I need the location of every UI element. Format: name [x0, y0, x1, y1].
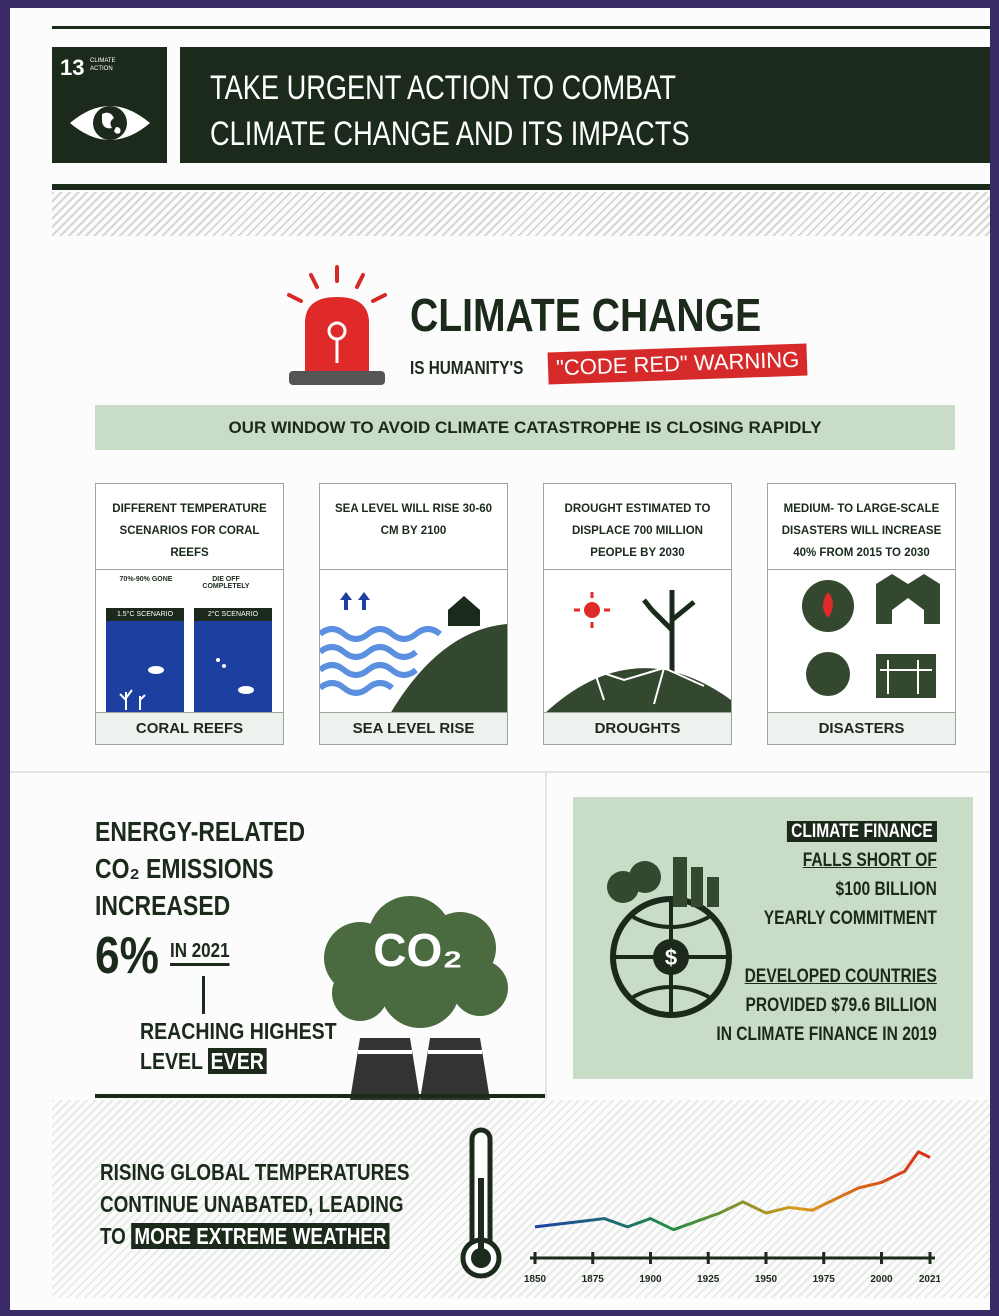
title-box: TAKE URGENT ACTION TO COMBAT CLIMATE CHAN…	[180, 47, 990, 163]
rule	[52, 184, 990, 190]
card: SEA LEVEL WILL RISE 30-60 CM BY 2100 SEA…	[319, 483, 508, 745]
x-tick-label: 1925	[697, 1274, 720, 1285]
x-tick-label: 2000	[870, 1274, 893, 1285]
emissions-line: CO₂ EMISSIONS	[95, 853, 274, 884]
infographic: 13 CLIMATE ACTION TAKE URGENT ACTION TO C…	[10, 8, 990, 1310]
note-highlight: EVER	[208, 1048, 266, 1074]
scenario-label: 2°C SCENARIO	[194, 608, 272, 621]
card-image	[768, 569, 955, 714]
temperature-text: RISING GLOBAL TEMPERATURES CONTINUE UNABA…	[100, 1156, 409, 1252]
temperature-line: TO	[100, 1223, 126, 1249]
svg-text:$: $	[665, 945, 677, 970]
card-description: DROUGHT ESTIMATED TO DISPLACE 700 MILLIO…	[550, 498, 725, 564]
card-label: SEA LEVEL RISE	[320, 712, 507, 744]
cloud-label: CO₂	[373, 924, 462, 976]
x-tick-label: 1875	[582, 1274, 605, 1285]
drought-icon	[544, 570, 731, 714]
scenario-outcome: 70%-90% GONE	[116, 576, 176, 583]
siren-icon	[275, 263, 400, 393]
stripe	[52, 192, 990, 236]
finance-line: $100 BILLION	[836, 879, 937, 900]
temperature-line: RISING GLOBAL TEMPERATURES	[100, 1159, 409, 1185]
goal-number: 13	[60, 55, 84, 81]
x-tick-label: 1975	[813, 1274, 836, 1285]
card-image	[544, 569, 731, 714]
temperature-line: CONTINUE UNABATED, LEADING	[100, 1191, 404, 1217]
emissions-figure: 6%	[95, 926, 159, 986]
card: MEDIUM- TO LARGE-SCALE DISASTERS WILL IN…	[767, 483, 956, 745]
goal-label-line: ACTION	[90, 66, 113, 72]
reef-icons	[106, 630, 276, 710]
disaster-icons	[768, 570, 955, 714]
scenario-label: 1.5°C SCENARIO	[106, 608, 184, 621]
top-rule	[52, 26, 990, 29]
card: DROUGHT ESTIMATED TO DISPLACE 700 MILLIO…	[543, 483, 732, 745]
card: DIFFERENT TEMPERATURE SCENARIOS FOR CORA…	[95, 483, 284, 745]
eye-icon	[66, 97, 154, 149]
card-label: CORAL REEFS	[96, 712, 283, 744]
goal-label-line: CLIMATE	[90, 58, 116, 64]
emissions-text: ENERGY-RELATED CO₂ EMISSIONS INCREASED	[95, 813, 305, 924]
finance-line: YEARLY COMMITMENT	[764, 908, 937, 929]
title-line: TAKE URGENT ACTION TO COMBAT	[210, 69, 676, 107]
x-tick-label: 1950	[755, 1274, 778, 1285]
co2-icon: CO₂	[310, 888, 520, 1100]
headline-title: CLIMATE CHANGE	[410, 288, 761, 342]
finance-text: CLIMATE FINANCE FALLS SHORT OF $100 BILL…	[717, 817, 937, 1049]
banner: OUR WINDOW TO AVOID CLIMATE CATASTROPHE …	[95, 405, 955, 450]
card-description: MEDIUM- TO LARGE-SCALE DISASTERS WILL IN…	[774, 498, 949, 564]
emissions-line: INCREASED	[95, 890, 230, 921]
temperature-line	[535, 1152, 930, 1230]
note-line: REACHING HIGHEST	[140, 1018, 337, 1044]
emissions-note: REACHING HIGHEST LEVEL EVER	[140, 1016, 337, 1076]
header-title: TAKE URGENT ACTION TO COMBAT CLIMATE CHAN…	[210, 65, 690, 157]
temperature-chart: 1850 1875 1900 1925 1950 1975 2000 2021	[440, 1118, 940, 1298]
scenario-outcome: DIE OFF COMPLETELY	[196, 576, 256, 590]
x-tick-label: 2021	[919, 1274, 940, 1285]
emissions-line: ENERGY-RELATED	[95, 816, 305, 847]
x-tick-label: 1900	[639, 1274, 662, 1285]
finance-line: IN CLIMATE FINANCE IN 2019	[717, 1024, 937, 1045]
goal-box: 13 CLIMATE ACTION	[52, 47, 167, 163]
note-line: LEVEL	[140, 1048, 203, 1074]
x-tick-label: 1850	[524, 1274, 547, 1285]
rule	[95, 1094, 545, 1098]
card-label: DROUGHTS	[544, 712, 731, 744]
connector	[202, 976, 205, 1014]
card-description: DIFFERENT TEMPERATURE SCENARIOS FOR CORA…	[102, 498, 277, 564]
finance-line: PROVIDED $79.6 BILLION	[746, 995, 937, 1016]
divider	[10, 771, 990, 773]
finance-box: $ CLIMATE FINANCE FALLS SHORT OF $100 BI…	[573, 797, 973, 1079]
finance-line: DEVELOPED COUNTRIES	[745, 966, 937, 987]
temperature-highlight: MORE EXTREME WEATHER	[131, 1223, 390, 1249]
card-description: SEA LEVEL WILL RISE 30-60 CM BY 2100	[326, 498, 501, 542]
finance-line: FALLS SHORT OF	[803, 850, 937, 871]
card-label: DISASTERS	[768, 712, 955, 744]
card-image	[320, 569, 507, 714]
divider	[545, 773, 547, 1099]
goal-label: CLIMATE ACTION	[90, 57, 116, 73]
finance-tag: CLIMATE FINANCE	[787, 821, 937, 842]
page: 13 CLIMATE ACTION TAKE URGENT ACTION TO C…	[0, 0, 999, 1316]
card-image: 70%-90% GONE DIE OFF COMPLETELY 1.5°C SC…	[96, 569, 283, 714]
headline-subtitle: IS HUMANITY'S	[410, 358, 523, 379]
title-line: CLIMATE CHANGE AND ITS IMPACTS	[210, 115, 690, 153]
code-red: "CODE RED" WARNING	[548, 343, 808, 384]
sea-level-icon	[320, 570, 507, 714]
emissions-year: IN 2021	[170, 940, 230, 966]
